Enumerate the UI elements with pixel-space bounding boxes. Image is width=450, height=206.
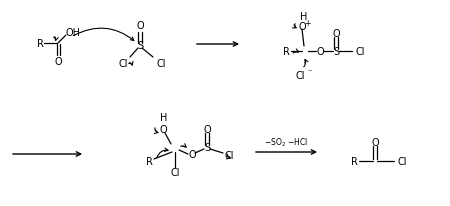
Text: Cl: Cl — [118, 59, 128, 69]
Text: H: H — [160, 112, 168, 122]
Text: O: O — [316, 47, 324, 57]
Text: Cl: Cl — [156, 59, 166, 69]
Text: $-$SO$_2$ $-$HCl: $-$SO$_2$ $-$HCl — [264, 136, 308, 149]
Text: Cl: Cl — [170, 167, 180, 177]
Text: Cl: Cl — [397, 156, 407, 166]
Text: Cl: Cl — [355, 47, 365, 57]
Text: O: O — [371, 137, 379, 147]
Text: S: S — [333, 47, 339, 57]
Text: O: O — [298, 22, 306, 32]
Text: O: O — [332, 29, 340, 39]
Text: O: O — [203, 124, 211, 134]
Text: O: O — [54, 57, 62, 67]
Text: S: S — [204, 142, 210, 152]
Text: Cl: Cl — [224, 150, 234, 160]
Text: O: O — [188, 149, 196, 159]
Text: Cl: Cl — [295, 71, 305, 81]
Text: OH: OH — [66, 28, 81, 38]
Text: H: H — [300, 12, 308, 22]
Text: O: O — [159, 124, 167, 134]
Text: R: R — [283, 47, 289, 57]
Text: +: + — [304, 19, 310, 28]
Text: S: S — [137, 41, 143, 51]
Text: ⁻: ⁻ — [308, 68, 312, 77]
Text: R: R — [145, 156, 153, 166]
Text: R: R — [36, 39, 44, 49]
Text: O: O — [136, 21, 144, 31]
Text: R: R — [351, 156, 357, 166]
